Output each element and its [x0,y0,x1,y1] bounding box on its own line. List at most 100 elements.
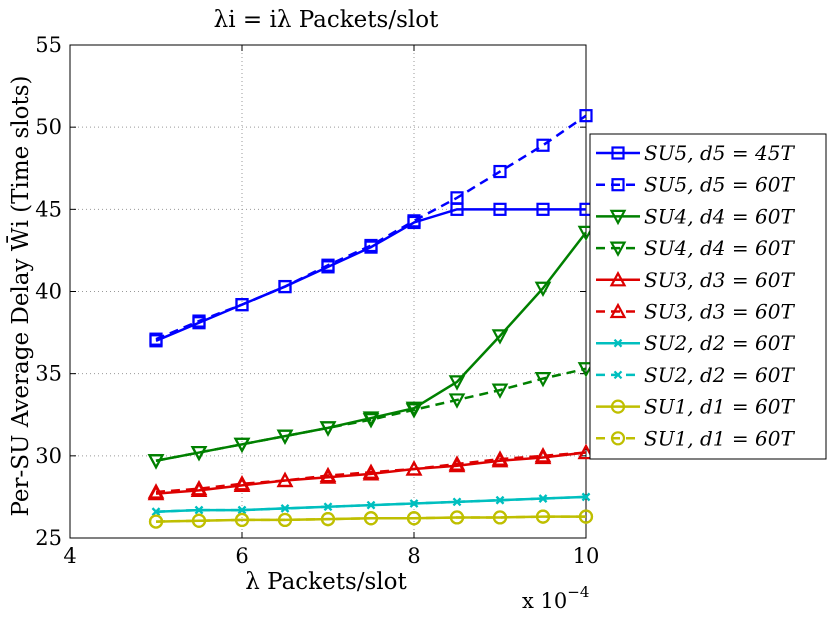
data-point [234,512,250,528]
data-point [148,514,164,529]
legend-marker [611,146,625,160]
data-point [276,471,294,488]
series-line [155,451,587,495]
data-point [190,445,208,462]
y-tick-label: 45 [35,197,62,221]
data-point [409,499,419,508]
legend-marker [610,399,626,414]
chart-title: λi = iλ Packets/slot [214,7,439,33]
data-point [366,500,376,510]
data-point [147,454,165,470]
data-point [235,298,249,312]
series-4 [147,362,595,470]
x-multiplier-label: x 10−4 [522,583,589,613]
data-point [192,314,206,328]
data-point [535,509,551,524]
data-point [493,164,507,179]
legend-item: SU1, d1 = 60T [596,395,795,419]
legend-item: SU5, d5 = 60T [596,173,795,197]
y-tick-label: 25 [35,526,62,550]
data-point [491,450,509,466]
data-point [448,375,466,391]
data-point [579,109,593,123]
series-8 [151,492,591,516]
series-line [155,515,586,523]
data-point [534,447,552,463]
legend-marker [611,178,625,192]
legend-item: SU1, d1 = 60T [596,426,795,450]
legend-item: SU4, d4 = 60T [596,236,795,260]
data-point [405,403,423,419]
x-axis-label: λ Packets/slot [245,569,407,595]
legend-label: SU3, d3 = 60T [644,268,795,292]
grid-lines [70,45,586,538]
legend-item: SU2, d2 = 60T [596,331,795,355]
data-point [191,513,207,528]
x-tick-label: 10 [573,544,600,568]
y-tick-label: 30 [35,444,62,468]
data-point [536,138,550,152]
legend-label: SU4, d4 = 60T [644,236,795,260]
data-point [448,455,466,471]
data-point [280,504,290,513]
legend-item: SU3, d3 = 60T [596,268,795,292]
data-point [581,492,591,502]
data-point [449,510,465,525]
data-point [190,479,208,496]
axis-ticks: 4 6 8 10 25 30 35 40 45 50 55 [35,33,599,568]
y-tick-label: 55 [35,33,62,57]
data-point [577,362,595,378]
data-point [407,214,421,228]
data-point [362,413,380,429]
series-2 [149,109,593,346]
legend-box [589,133,827,460]
legend-label: SU4, d4 = 60T [644,204,795,228]
legend-marker [613,370,623,380]
data-point [237,505,247,515]
data-point [319,421,337,437]
data-point [492,510,508,525]
legend-marker [609,270,627,287]
legend: SU5, d5 = 45T SU5, d5 = 60T SU4, d4 = 60T S… [589,133,827,460]
legend-marker [609,209,627,226]
y-axis-label: Per-SU Average Delay W̄i (Time slots) [7,75,34,516]
data-point [534,371,552,388]
data-point [538,494,548,503]
data-point [151,507,161,516]
x-multiplier-base: x 10 [522,589,567,613]
legend-item: SU5, d5 = 45T [596,141,795,165]
series-line [155,231,587,462]
data-point [278,279,292,294]
x-tick-label: 8 [407,544,420,568]
legend-item: SU4, d4 = 60T [596,204,795,228]
data-point [448,393,466,409]
data-point [536,202,550,216]
data-point [276,429,294,445]
data-point [491,329,509,345]
legend-marker [613,338,623,348]
data-point [321,258,335,272]
data-point [362,463,380,479]
legend-label: SU3, d3 = 60T [644,300,795,324]
series-10 [148,509,594,529]
legend-label: SU5, d5 = 45T [644,141,795,165]
data-point [194,505,204,515]
data-point [149,332,163,346]
series-line [155,114,587,341]
legend-label: SU2, d2 = 60T [644,331,795,355]
data-point [406,511,422,526]
data-point [233,437,251,454]
data-point [452,497,462,507]
legend-label: SU5, d5 = 60T [644,173,795,197]
legend-label: SU1, d1 = 60T [644,426,795,450]
x-tick-label: 6 [235,544,248,568]
legend-marker [609,302,627,319]
series-3 [147,225,595,470]
series-line [155,208,586,342]
data-point [323,502,333,512]
y-tick-label: 40 [35,280,62,304]
series-line [155,451,587,494]
plot-frame [69,44,587,539]
y-tick-label: 50 [35,115,62,139]
